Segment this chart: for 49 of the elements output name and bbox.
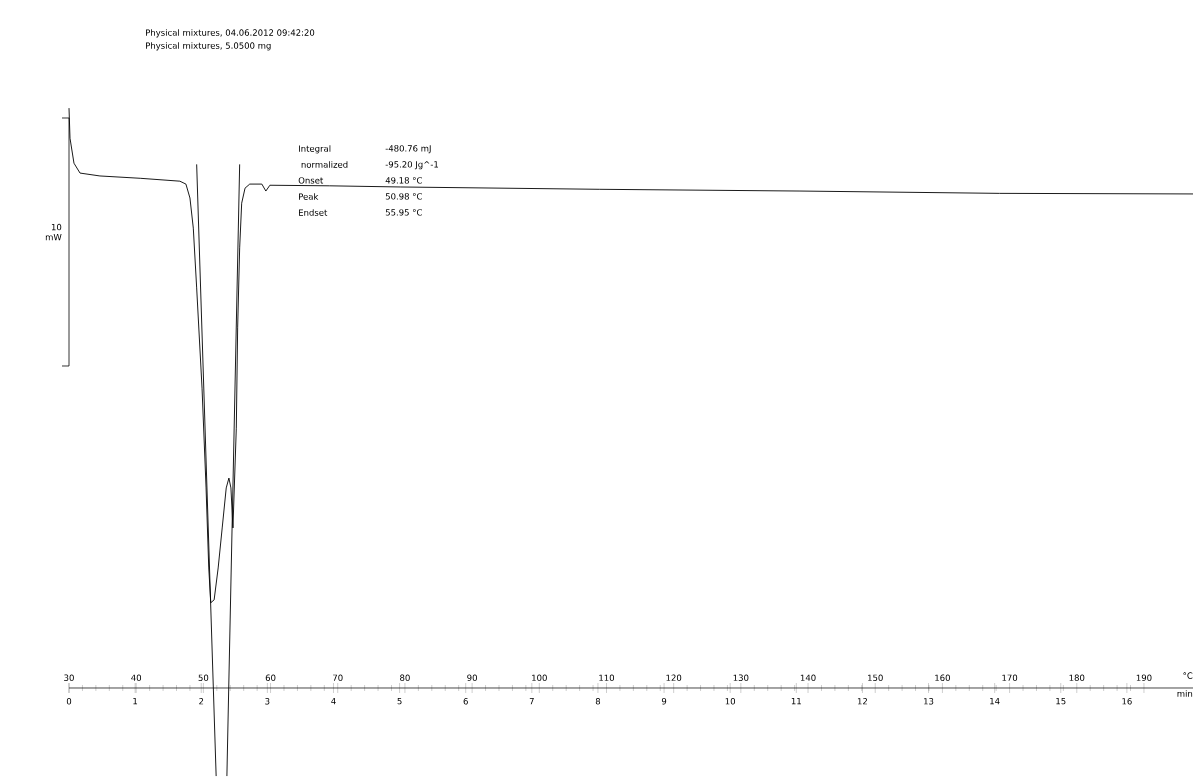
x-tick-label: 40 bbox=[131, 674, 142, 682]
x2-tick-label: 8 bbox=[595, 698, 601, 705]
x2-tick-label: 12 bbox=[857, 698, 867, 705]
x-tick-label: 90 bbox=[467, 674, 477, 682]
x-tick-label: 100 bbox=[532, 674, 547, 682]
x2-tick-label: 9 bbox=[661, 698, 667, 705]
x-tick-label: 140 bbox=[800, 674, 816, 682]
x-tick-label: 130 bbox=[733, 674, 749, 682]
x-tick-label: 160 bbox=[935, 674, 950, 682]
x-tick-label: 70 bbox=[333, 674, 343, 682]
x-tick-label: 120 bbox=[666, 674, 682, 682]
annotation: -480.76 mJ bbox=[385, 145, 431, 154]
x2-tick-label: 13 bbox=[924, 698, 934, 705]
text: 10 mW bbox=[45, 224, 62, 241]
x2-tick-label: 16 bbox=[1122, 698, 1132, 705]
x2-tick-label: 0 bbox=[66, 698, 72, 705]
x2-tick-label: 4 bbox=[331, 698, 336, 705]
annotation: Endset bbox=[299, 209, 328, 216]
annotation: Peak bbox=[299, 193, 319, 200]
x-tick-label: 80 bbox=[400, 674, 410, 682]
annotation: Onset bbox=[298, 177, 324, 184]
x2-tick-label: 3 bbox=[265, 698, 270, 705]
text: Physical mixtures, 04.06.2012 09:42:20 bbox=[146, 29, 315, 38]
x2-tick-label: 7 bbox=[529, 698, 534, 705]
annotation: normalized bbox=[301, 161, 348, 168]
x-tick-label: 60 bbox=[265, 674, 276, 682]
annotation: 49.18 °C bbox=[385, 177, 422, 184]
x2-tick-label: 15 bbox=[1056, 698, 1066, 705]
x-tick-label: 190 bbox=[1136, 674, 1152, 682]
annotation: 55.95 °C bbox=[385, 209, 422, 216]
x2-tick-label: 6 bbox=[463, 698, 468, 705]
x-tick-label: 170 bbox=[1002, 674, 1018, 682]
x-tick-label: 180 bbox=[1069, 674, 1085, 682]
x2-tick-label: 2 bbox=[199, 698, 204, 705]
annotation: -95.20 Jg^-1 bbox=[385, 161, 439, 170]
x-tick-label: 50 bbox=[198, 674, 209, 682]
x2-tick-label: 10 bbox=[725, 698, 736, 705]
x-tick-label: 110 bbox=[599, 674, 615, 682]
annotation: 50.98 °C bbox=[385, 193, 422, 200]
annotation: Integral bbox=[299, 145, 331, 154]
x2-tick-label: 14 bbox=[990, 698, 1000, 705]
x2-axis-title: min bbox=[1177, 690, 1193, 697]
x-axis-title: °C bbox=[1183, 672, 1193, 679]
x2-tick-label: 1 bbox=[133, 698, 138, 705]
x2-tick-label: 5 bbox=[397, 698, 402, 705]
text: Physical mixtures, 5.0500 mg bbox=[146, 42, 271, 51]
x-tick-label: 30 bbox=[64, 674, 74, 682]
x2-tick-label: 11 bbox=[791, 698, 801, 705]
x-tick-label: 150 bbox=[868, 674, 883, 682]
